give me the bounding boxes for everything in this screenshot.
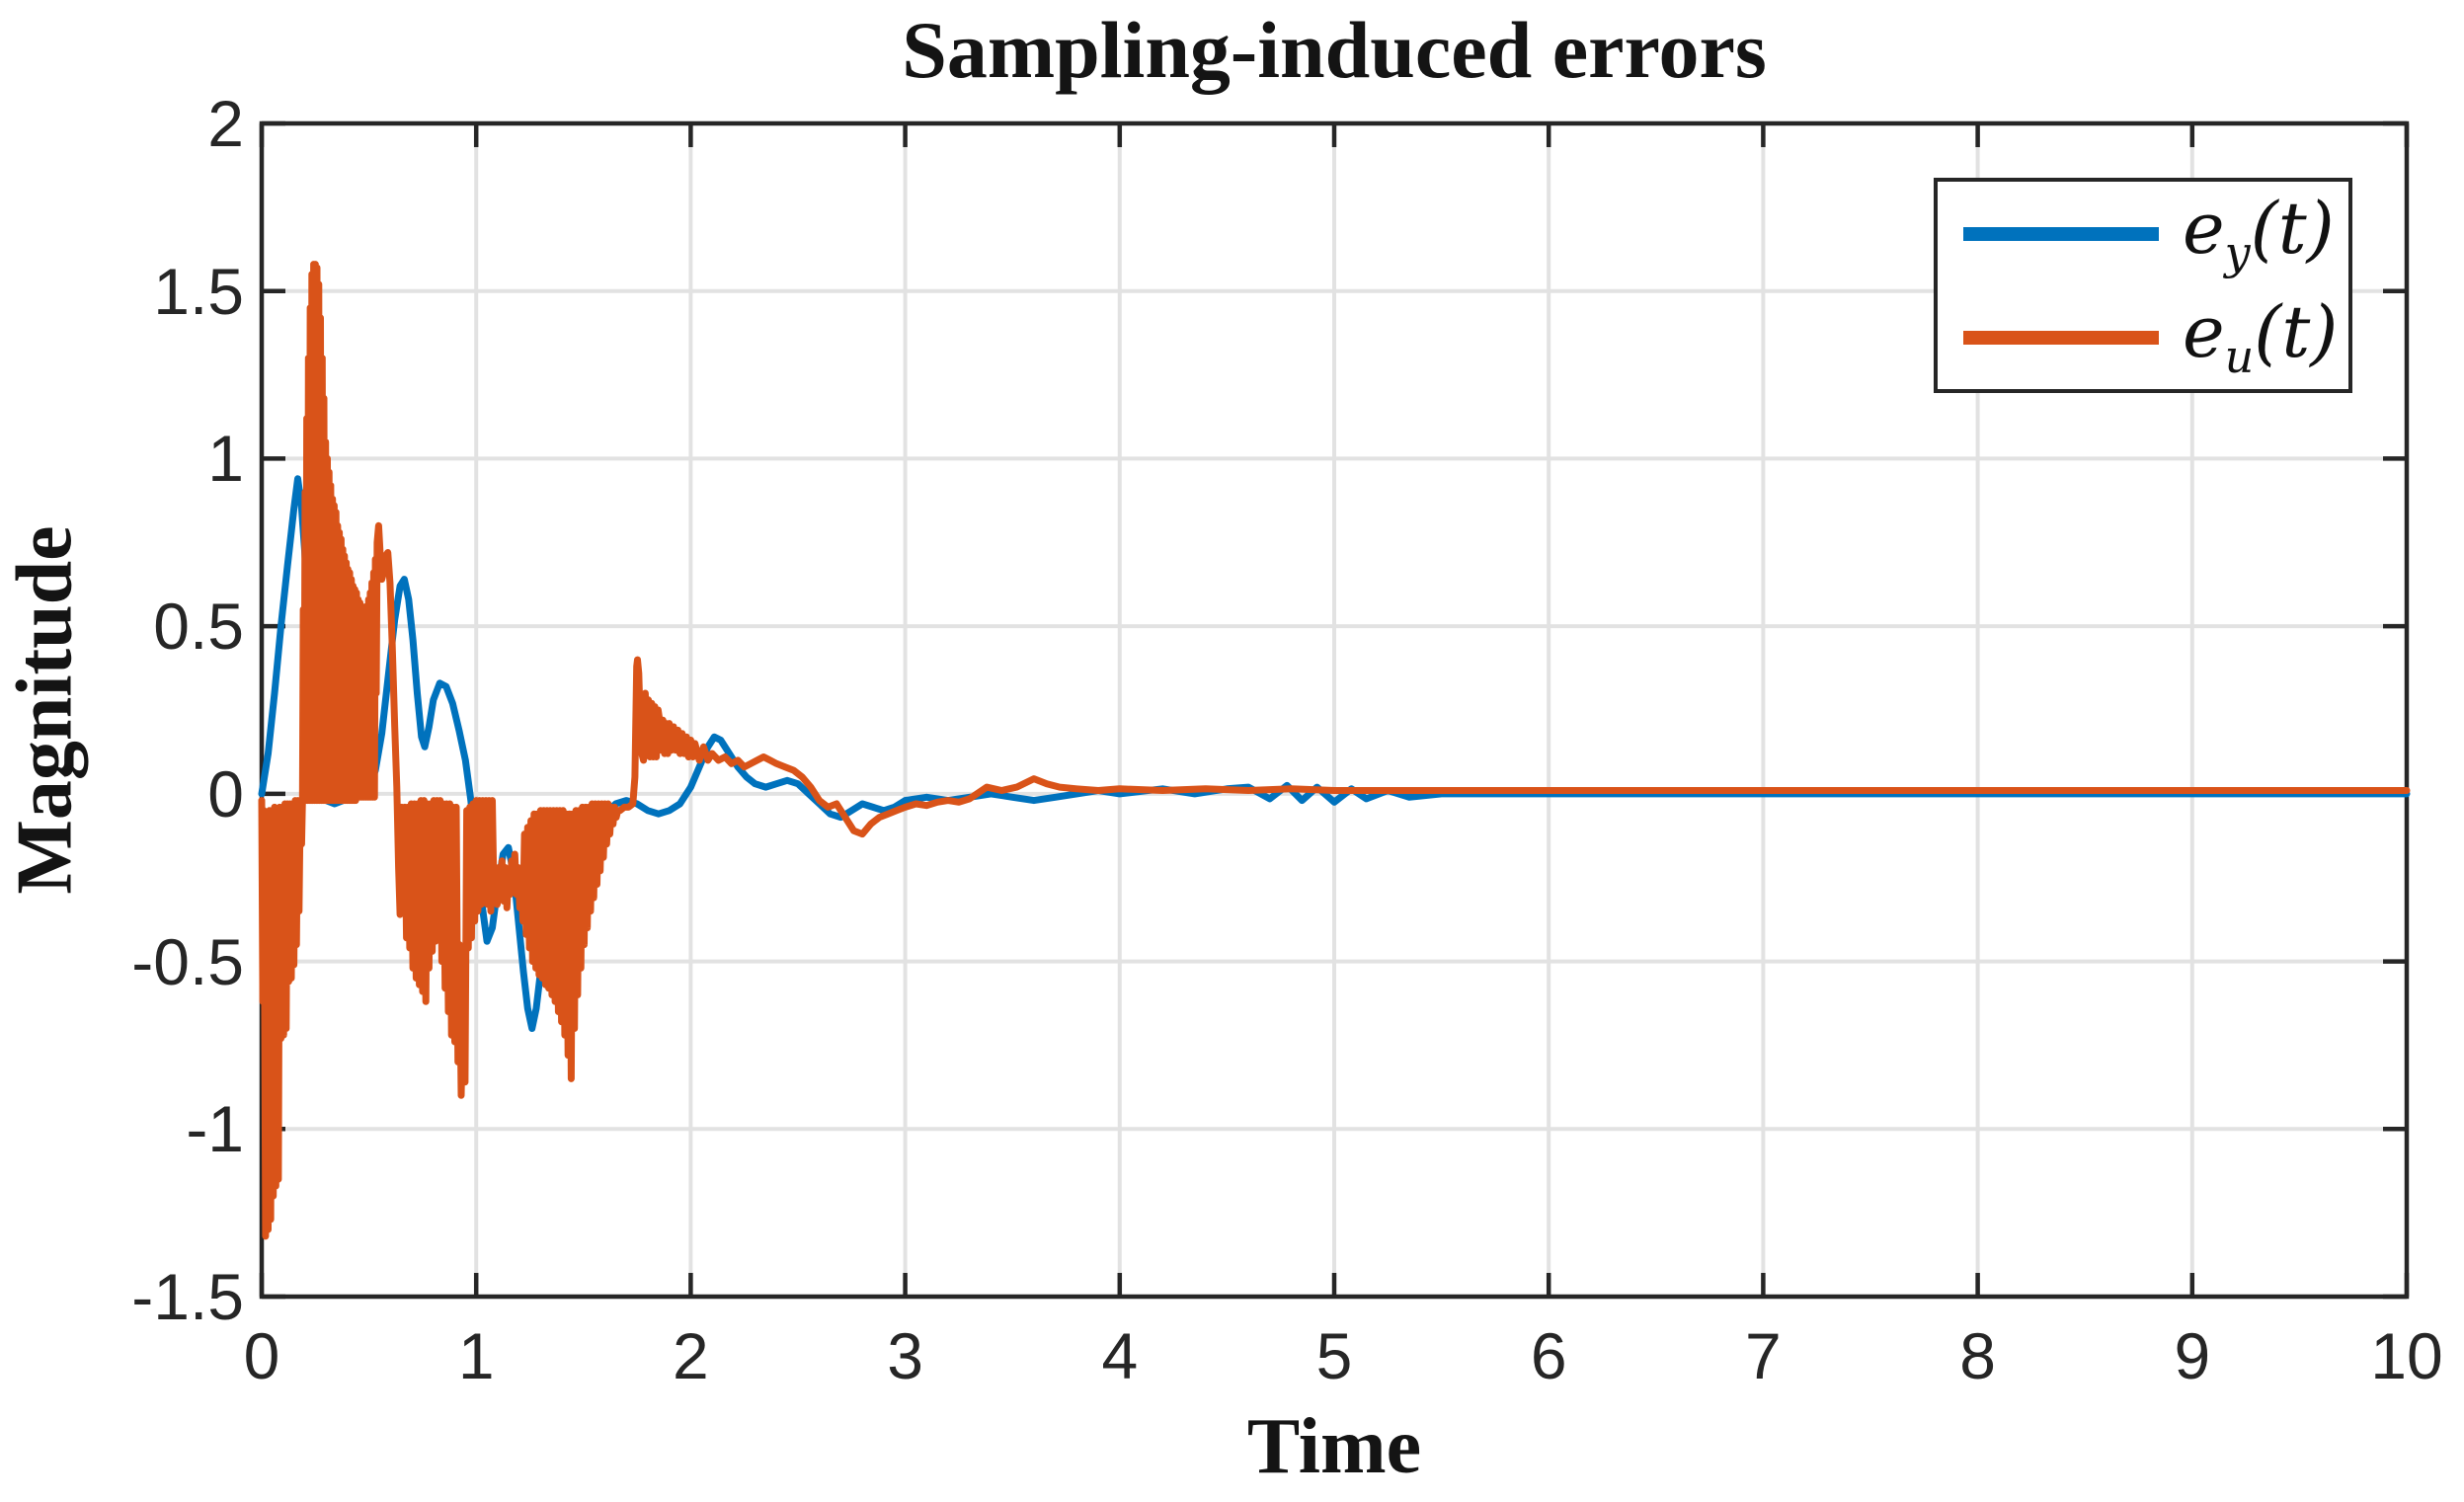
legend-line-sample-ey — [1963, 226, 2159, 241]
x-tick-label: 2 — [673, 1319, 709, 1392]
y-tick-label: 1.5 — [153, 254, 244, 328]
legend: ey(t) eu(t) — [1934, 178, 2352, 393]
legend-label-ey: ey(t) — [2183, 186, 2335, 279]
x-axis-label: Time — [1246, 1403, 1422, 1490]
legend-label-eu: eu(t) — [2183, 289, 2339, 383]
y-axis-label: Magnitude — [1, 525, 89, 895]
y-tick-label: 2 — [207, 87, 244, 160]
y-tick-label: 0 — [207, 756, 244, 830]
x-tick-label: 8 — [1959, 1319, 1996, 1392]
x-tick-label: 10 — [2370, 1319, 2443, 1392]
series-line-eu — [258, 261, 2411, 1240]
x-tick-label: 0 — [243, 1319, 280, 1392]
y-tick-label: -0.5 — [131, 924, 244, 998]
x-tick-label: 4 — [1101, 1319, 1139, 1392]
axes-box — [259, 120, 2410, 1300]
x-tick-label: 3 — [887, 1319, 923, 1392]
x-tick-label: 7 — [1745, 1319, 1782, 1392]
y-tick-label: -1.5 — [131, 1260, 244, 1333]
y-tick-label: -1 — [186, 1092, 244, 1166]
x-tick-label: 6 — [1530, 1319, 1567, 1392]
x-tick-label: 9 — [2174, 1319, 2211, 1392]
x-tick-label: 5 — [1315, 1319, 1353, 1392]
legend-entry-eu: eu(t) — [1938, 285, 2348, 389]
legend-line-sample-eu — [1963, 330, 2159, 345]
y-tick-label: 1 — [207, 422, 244, 496]
y-tick-label: 0.5 — [153, 590, 244, 664]
legend-entry-ey: ey(t) — [1938, 182, 2348, 285]
chart-title: Sampling-induced errors — [902, 5, 1767, 95]
x-tick-label: 1 — [457, 1319, 495, 1392]
